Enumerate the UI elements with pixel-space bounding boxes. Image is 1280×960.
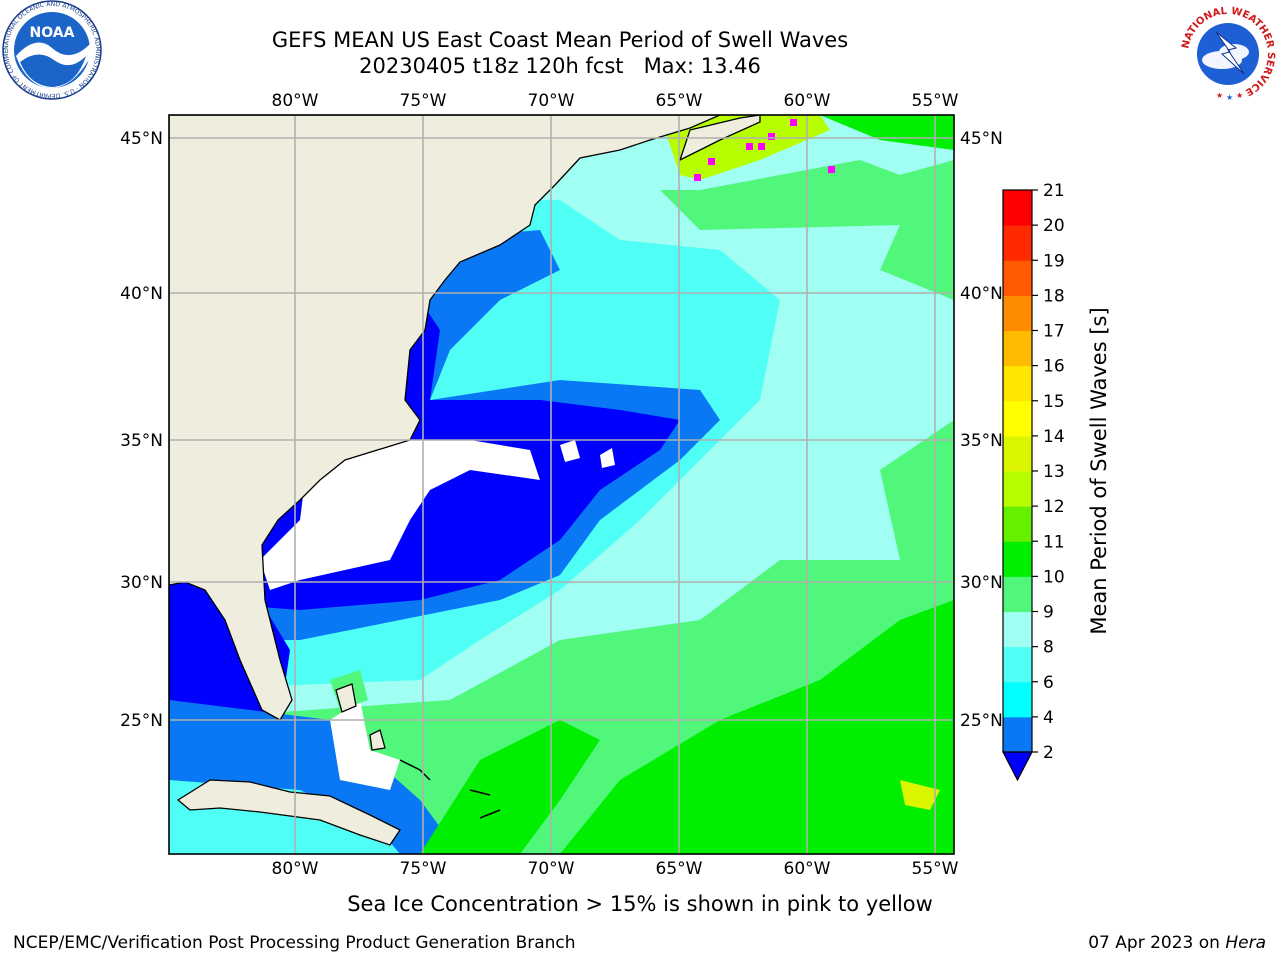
lon-label-bottom: 75°W: [400, 859, 447, 879]
colorbar-tick-label: 19: [1043, 251, 1065, 271]
lon-label-bottom: 65°W: [656, 859, 703, 879]
colorbar-tick-label: 15: [1043, 392, 1065, 412]
map-gridlines: [169, 115, 954, 854]
noaa-logo-icon: NATIONAL OCEANIC AND ATMOSPHERIC ADMINIS…: [0, 0, 102, 100]
noaa-logo-text: NOAA: [30, 25, 75, 41]
sea-ice-caption: Sea Ice Concentration > 15% is shown in …: [347, 892, 933, 916]
colorbar-segment: [1003, 471, 1032, 507]
lon-label-top: 80°W: [272, 91, 319, 111]
colorbar-tick-label: 9: [1043, 603, 1054, 623]
colorbar-segment: [1003, 435, 1032, 472]
colorbar-segment: [1003, 506, 1032, 542]
svg-text:★: ★: [1216, 91, 1223, 100]
colorbar-segment: [1003, 576, 1032, 612]
colorbar-tick-label: 13: [1043, 462, 1065, 482]
colorbar-segment: [1003, 681, 1032, 718]
lat-label-right: 40°N: [960, 284, 1003, 304]
colorbar-segment: [1003, 541, 1032, 577]
lon-label-top: 70°W: [528, 91, 575, 111]
colorbar-segment: [1003, 260, 1032, 296]
lat-label-right: 45°N: [960, 129, 1003, 149]
lat-label-right: 30°N: [960, 573, 1003, 593]
colorbar-tick-label: 14: [1043, 427, 1065, 447]
colorbar-tick-label: 20: [1043, 216, 1065, 236]
lon-label-top: 55°W: [912, 91, 959, 111]
svg-text:★: ★: [1236, 91, 1243, 100]
colorbar-segment: [1003, 716, 1032, 753]
colorbar-tick-label: 16: [1043, 357, 1065, 377]
colorbar-segment: [1003, 400, 1032, 437]
colorbar-tick-label: 17: [1043, 322, 1065, 342]
lat-label-left: 25°N: [120, 711, 163, 731]
lat-label-left: 35°N: [120, 431, 163, 451]
lat-label-left: 40°N: [120, 284, 163, 304]
lon-label-bottom: 70°W: [528, 859, 575, 879]
footer-date: 07 Apr 2023 on Hera: [1088, 933, 1266, 953]
lon-label-bottom: 60°W: [784, 859, 831, 879]
lon-label-bottom: 80°W: [272, 859, 319, 879]
colorbar-segment: [1003, 225, 1032, 261]
colorbar-tick-label: 12: [1043, 497, 1065, 517]
colorbar-tick-label: 18: [1043, 286, 1065, 306]
footer-host: Hera: [1225, 933, 1266, 953]
map-subtitle: 20230405 t18z 120h fcst Max: 13.46: [359, 54, 761, 78]
colorbar-tick-label: 10: [1043, 567, 1065, 587]
colorbar-tick-label: 6: [1043, 673, 1054, 693]
map-title: GEFS MEAN US East Coast Mean Period of S…: [271, 28, 849, 52]
lon-label-top: 75°W: [400, 91, 447, 111]
colorbar-segment: [1003, 365, 1032, 402]
colorbar-segment: [1003, 611, 1032, 648]
colorbar-tick-label: 21: [1043, 181, 1065, 201]
colorbar-segment: [1003, 646, 1032, 683]
colorbar-segment: [1003, 295, 1032, 331]
lat-label-left: 30°N: [120, 573, 163, 593]
lon-label-top: 60°W: [784, 91, 831, 111]
colorbar-tick-label: 8: [1043, 638, 1054, 658]
colorbar-tick-label: 4: [1043, 708, 1054, 728]
lat-label-right: 35°N: [960, 431, 1003, 451]
svg-text:★: ★: [1226, 93, 1233, 102]
colorbar-label: Mean Period of Swell Waves [s]: [1087, 307, 1111, 634]
colorbar-tick-label: 11: [1043, 532, 1065, 552]
lon-label-bottom: 55°W: [912, 859, 959, 879]
lat-label-left: 45°N: [120, 129, 163, 149]
lon-label-top: 65°W: [656, 91, 703, 111]
footer-credit: NCEP/EMC/Verification Post Processing Pr…: [13, 933, 576, 953]
colorbar-extend-arrow: [1002, 751, 1033, 782]
nws-logo-icon: NATIONAL WEATHER SERVICE ★ ★ ★: [1180, 6, 1276, 102]
colorbar-tick-label: 2: [1043, 743, 1054, 763]
map-frame: [168, 114, 955, 855]
sea-ice-markers: [694, 119, 835, 181]
colorbar-segment: [1003, 330, 1032, 367]
footer-date-text: 07 Apr 2023 on: [1088, 933, 1226, 953]
lat-label-right: 25°N: [960, 711, 1003, 731]
colorbar: 2 4 6 8 9 10 11 12 13 14 15 16 17 18 19 20 21: [1002, 181, 1065, 782]
colorbar-segment: [1003, 190, 1032, 226]
